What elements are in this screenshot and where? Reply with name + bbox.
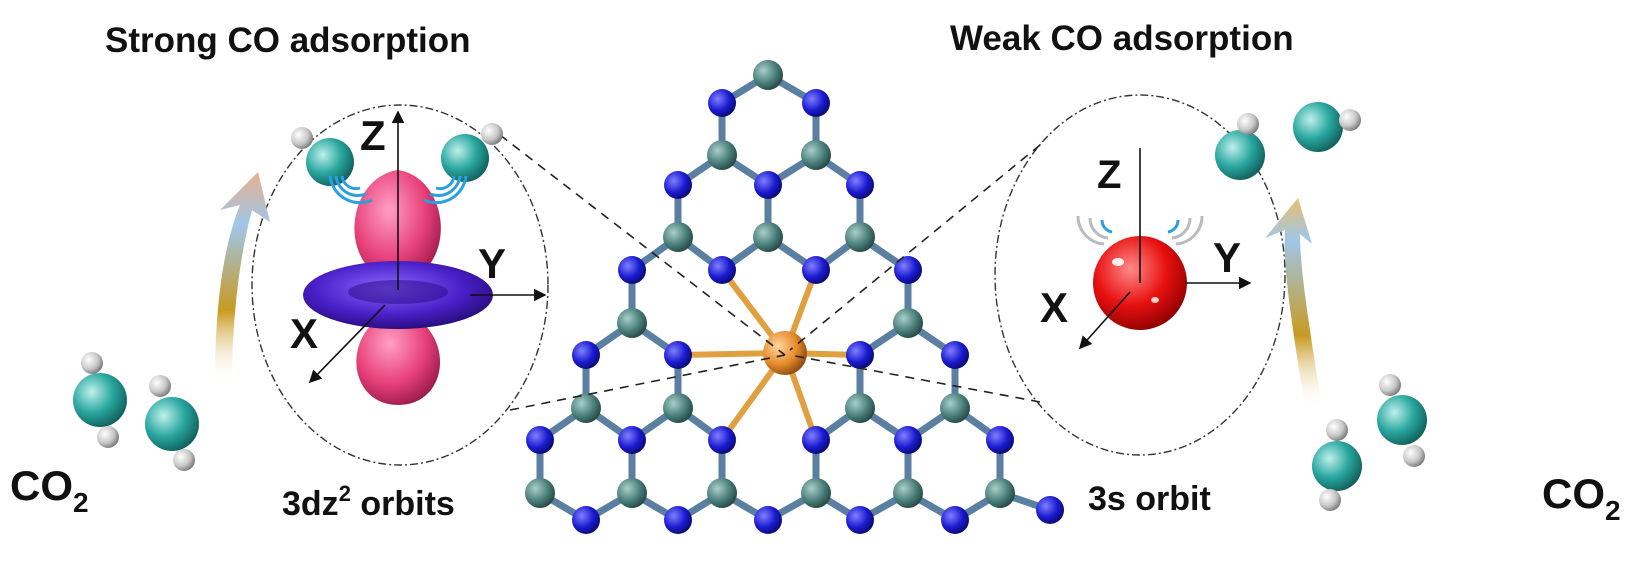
right-zoom-ellipse xyxy=(994,94,1286,456)
carbon-atom xyxy=(571,393,601,423)
nitrogen-atom xyxy=(894,256,922,284)
nitrogen-atom xyxy=(754,171,782,199)
nitrogen-atom xyxy=(846,506,874,534)
nitrogen-atom xyxy=(526,426,554,454)
left-co2-molecule-2 xyxy=(145,375,199,471)
nitrogen-atom xyxy=(618,256,646,284)
metal-center-atom xyxy=(763,331,807,375)
right-orbital-label: 3s orbit xyxy=(1088,480,1211,518)
carbon-atom xyxy=(985,478,1015,508)
nitrogen-atom xyxy=(572,506,600,534)
carbon-nitride-lattice xyxy=(525,60,1064,534)
left-panel: Strong CO adsorption Z Y X xyxy=(10,21,549,523)
left-orbital-label: 3dz2 orbits xyxy=(282,481,455,523)
left-axis-x-label: X xyxy=(290,310,318,357)
carbon-atom xyxy=(845,393,875,423)
carbon-atom xyxy=(801,140,831,170)
left-axis-y-label: Y xyxy=(478,240,506,287)
nitrogen-atom xyxy=(708,426,736,454)
carbon-atom xyxy=(707,478,737,508)
nitrogen-atom xyxy=(802,89,830,117)
left-co-molecule-1 xyxy=(291,127,354,186)
left-zoom-ellipse xyxy=(251,104,549,466)
carbon-atom xyxy=(663,393,693,423)
nitrogen-atom xyxy=(572,341,600,369)
nitrogen-atom xyxy=(708,256,736,284)
nitrogen-atom xyxy=(846,171,874,199)
nitrogen-atom xyxy=(664,171,692,199)
left-signal-waves xyxy=(328,175,468,205)
right-axis-x-label: X xyxy=(1040,284,1068,331)
carbon-atom xyxy=(893,478,923,508)
nitrogen-atom xyxy=(941,341,969,369)
right-reaction-arrow xyxy=(1265,198,1322,410)
left-axis-z-label: Z xyxy=(360,112,386,159)
nitrogen-atom xyxy=(664,341,692,369)
left-axes xyxy=(308,110,547,384)
carbon-atom xyxy=(845,222,875,252)
nitrogen-atom xyxy=(894,426,922,454)
projection-lines xyxy=(499,134,1041,411)
left-title: Strong CO adsorption xyxy=(105,21,471,60)
dz2-orbital xyxy=(303,170,493,405)
nitrogen-atom xyxy=(618,426,646,454)
right-axes xyxy=(1078,148,1252,350)
nitrogen-atom xyxy=(1036,496,1064,524)
nitrogen-atom xyxy=(664,506,692,534)
carbon-atom xyxy=(617,478,647,508)
right-co2-label: CO2 xyxy=(1542,470,1621,526)
right-co-molecule-1 xyxy=(1215,113,1265,180)
nitrogen-atom xyxy=(754,506,782,534)
nitrogen-atom xyxy=(708,89,736,117)
carbon-atom xyxy=(801,478,831,508)
nitrogen-atom xyxy=(846,341,874,369)
left-co2-molecule-1 xyxy=(73,352,127,448)
nitrogen-atom xyxy=(941,506,969,534)
carbon-atom xyxy=(893,308,923,338)
right-co2-molecule-1 xyxy=(1377,374,1427,467)
carbon-atom xyxy=(707,140,737,170)
carbon-atom xyxy=(753,222,783,252)
left-co2-label: CO2 xyxy=(10,462,89,518)
right-axis-y-label: Y xyxy=(1213,234,1241,281)
nitrogen-atom xyxy=(802,426,830,454)
right-panel: Weak CO adsorption Z Y X xyxy=(950,19,1621,526)
left-co-molecule-2 xyxy=(441,123,503,182)
carbon-atom xyxy=(753,60,783,90)
carbon-atom xyxy=(617,308,647,338)
left-reaction-arrow xyxy=(215,172,270,385)
right-axis-z-label: Z xyxy=(1097,153,1121,197)
nitrogen-atom xyxy=(802,256,830,284)
carbon-atom xyxy=(663,222,693,252)
carbon-atom xyxy=(940,393,970,423)
right-title: Weak CO adsorption xyxy=(950,19,1294,58)
right-signal-waves xyxy=(1076,215,1204,246)
right-co2-molecule-2 xyxy=(1312,419,1362,511)
carbon-atom xyxy=(525,478,555,508)
nitrogen-atom xyxy=(986,426,1014,454)
right-co-molecule-2 xyxy=(1293,102,1361,152)
